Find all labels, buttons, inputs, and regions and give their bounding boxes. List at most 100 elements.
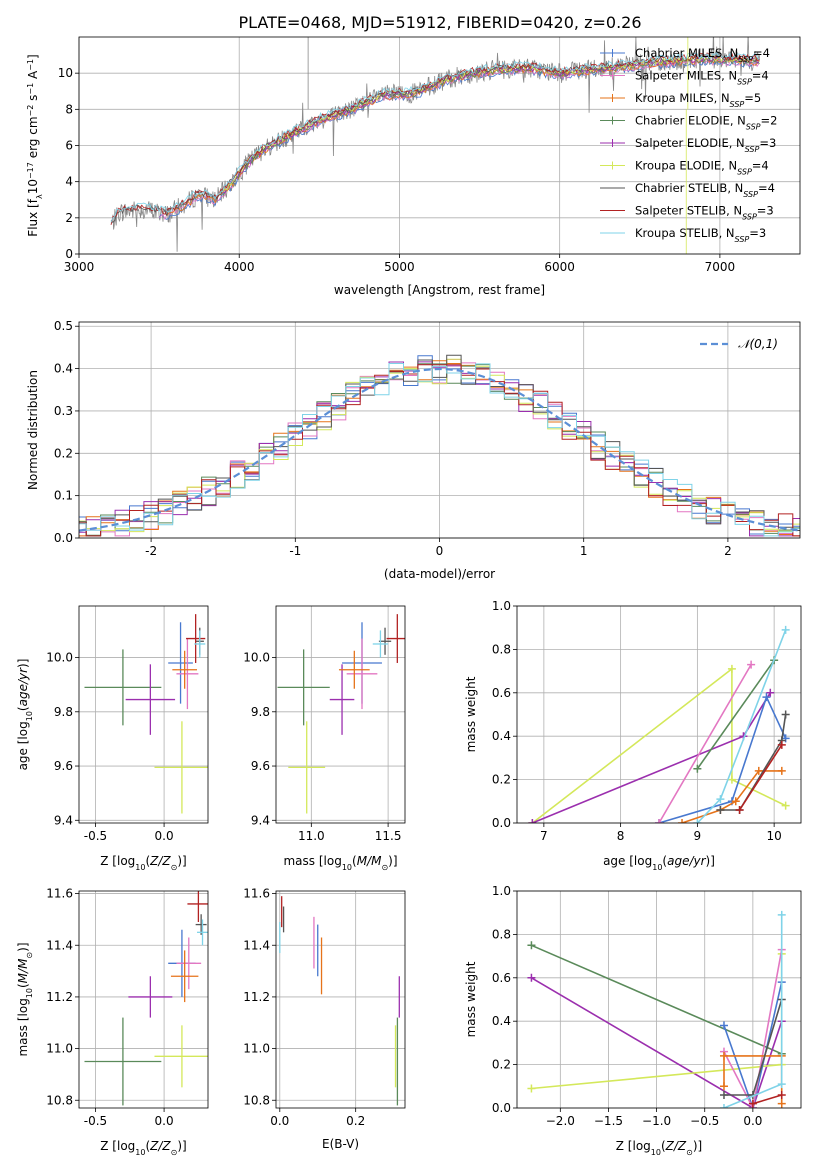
axes-frame (516, 605, 802, 824)
y-axis-label: Flux [fλ10−17 erg cm−2 s−1 A−1] (26, 54, 44, 236)
normal-curve (79, 367, 800, 532)
y-tick-label: 0.6 (492, 971, 511, 985)
y-tick-label: 9.8 (54, 705, 73, 719)
x-tick-label: 11.5 (375, 829, 402, 843)
y-tick-label: 1.0 (492, 884, 511, 898)
y-tick-label: 10.8 (46, 1093, 73, 1107)
weight-marker (766, 688, 775, 697)
x-tick-label: 2 (724, 544, 732, 558)
x-tick-label: 11.0 (298, 829, 325, 843)
y-tick-label: 11.0 (46, 1042, 73, 1056)
weight-marker (777, 1080, 786, 1089)
weight-line (738, 744, 783, 811)
weight-marker (727, 775, 736, 784)
weight-marker (777, 740, 786, 749)
axes-frame (78, 605, 209, 824)
weight-marker (781, 710, 790, 719)
y-tick-label: 11.0 (243, 1042, 270, 1056)
x-tick-label: 7 (540, 829, 548, 843)
x-tick-label: 10 (766, 829, 781, 843)
legend-label: 𝒩(0,1) (738, 337, 778, 351)
weight-marker (748, 1099, 757, 1108)
weight-line (658, 664, 752, 823)
x-axis-label: wavelength [Angstrom, rest frame] (334, 283, 545, 297)
y-tick-label: 0.4 (54, 362, 73, 376)
weight-line (696, 659, 775, 770)
errorbar-plot (277, 614, 405, 814)
weight-marker (719, 1021, 728, 1030)
y-tick-label: 11.4 (46, 938, 73, 952)
y-tick-label: 10.8 (243, 1093, 270, 1107)
y-tick-label: 11.6 (46, 887, 73, 901)
weight-marker (693, 764, 702, 773)
y-axis-label: mass weight (464, 676, 478, 752)
x-axis-label: Z [log10(Z/Z⊙)] (100, 1139, 186, 1157)
x-tick-label: 0.0 (270, 1114, 289, 1128)
x-axis-label: mass [log10(M/M⊙)] (283, 854, 397, 872)
x-axis-label: (data-model)/error (384, 567, 495, 581)
legend-label: Salpeter STELIB, NSSP=3 (635, 204, 774, 222)
x-tick-label: 1 (580, 544, 588, 558)
x-tick-label: −0.5 (690, 1114, 719, 1128)
y-tick-label: 0.1 (54, 489, 73, 503)
axes-frame (516, 890, 802, 1109)
x-axis-label: age [log10(age/yr)] (603, 854, 715, 872)
weight-plot (527, 910, 786, 1108)
y-tick-label: 0.2 (492, 773, 511, 787)
weight-marker (527, 941, 536, 950)
y-tick-label: 9.4 (251, 813, 270, 827)
x-tick-label: 0.2 (346, 1114, 365, 1128)
y-tick-label: 10 (58, 66, 73, 80)
y-tick-label: 0.8 (492, 927, 511, 941)
weight-line (723, 981, 783, 1108)
weight-line (531, 944, 783, 1055)
x-tick-label: 4000 (224, 260, 255, 274)
weight-marker (719, 1082, 728, 1091)
x-tick-label: -0.5 (84, 829, 107, 843)
weight-marker (777, 1099, 786, 1108)
y-tick-label: 11.2 (243, 990, 270, 1004)
weight-line (531, 667, 786, 823)
y-tick-label: 9.6 (251, 759, 270, 773)
axes-frame (275, 890, 406, 1109)
y-tick-label: 0.4 (492, 729, 511, 743)
weight-marker (527, 973, 536, 982)
y-tick-label: 10.0 (243, 651, 270, 665)
y-tick-label: 0.3 (54, 404, 73, 418)
y-tick-label: 0.2 (492, 1058, 511, 1072)
legend-label: Chabrier MILES, NSSP=4 (635, 46, 770, 64)
y-tick-label: 6 (65, 139, 73, 153)
y-tick-label: 9.4 (54, 813, 73, 827)
histogram-step (79, 363, 800, 537)
x-tick-label: -2 (145, 544, 157, 558)
x-axis-label: E(B-V) (322, 1137, 359, 1151)
legend-label: Kroupa STELIB, NSSP=3 (635, 226, 766, 244)
x-tick-label: −1.0 (642, 1114, 671, 1128)
weight-marker (781, 625, 790, 634)
y-axis-label: mass [log10(M/M⊙)] (16, 942, 34, 1056)
x-tick-label: 7000 (705, 260, 736, 274)
weight-marker (527, 1084, 536, 1093)
y-tick-label: 9.6 (54, 759, 73, 773)
weight-marker (735, 805, 744, 814)
weight-marker (719, 1051, 728, 1060)
x-tick-label: -0.5 (84, 1114, 107, 1128)
y-tick-label: 1.0 (492, 599, 511, 613)
weight-marker (747, 660, 756, 669)
legend-label: Salpeter ELODIE, NSSP=3 (635, 136, 776, 154)
weight-marker (678, 819, 687, 823)
x-tick-label: −1.5 (594, 1114, 623, 1128)
weight-marker (762, 693, 771, 702)
axes-frame (275, 605, 406, 824)
y-tick-label: 4 (65, 175, 73, 189)
y-tick-label: 9.8 (251, 705, 270, 719)
histogram-step (79, 358, 800, 533)
weight-marker (693, 819, 702, 823)
x-tick-label: −2.0 (546, 1114, 575, 1128)
spectrum-model-line (110, 53, 760, 224)
x-tick-label: 0.0 (155, 1114, 174, 1128)
x-tick-label: 0 (436, 544, 444, 558)
figure-title: PLATE=0468, MJD=51912, FIBERID=0420, z=0… (238, 13, 641, 32)
x-tick-label: 0.0 (743, 1114, 762, 1128)
